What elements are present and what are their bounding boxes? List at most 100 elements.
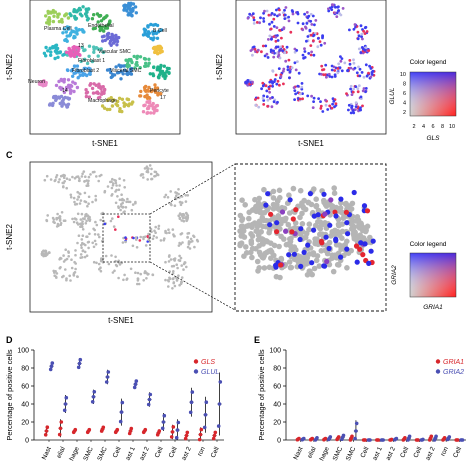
zoom-positive-cell xyxy=(323,234,329,240)
x-tick-label: ast 1 xyxy=(125,446,137,462)
cell-point xyxy=(79,253,83,256)
cluster-point xyxy=(133,5,138,9)
cell-point xyxy=(150,230,153,233)
cluster-point xyxy=(75,32,79,36)
expression-point xyxy=(321,110,325,113)
data-point xyxy=(202,425,207,430)
legend-c-ygene: GRIA2 xyxy=(391,265,398,285)
expression-point xyxy=(268,90,271,94)
cluster-point xyxy=(142,27,146,31)
cell-point xyxy=(57,224,60,227)
cluster-label: 14 xyxy=(62,88,68,94)
expression-point xyxy=(333,11,337,15)
cluster-point xyxy=(148,72,152,76)
expression-point xyxy=(252,18,256,22)
cell-point xyxy=(45,174,49,178)
expression-point xyxy=(287,19,291,23)
panel-a-tsne: Plasma Cell Endothelial B Cell Vascular SMC… xyxy=(5,0,181,148)
expression-point xyxy=(306,35,310,38)
cluster-point xyxy=(153,83,157,87)
cluster-point xyxy=(103,26,108,30)
cell-point xyxy=(75,221,79,225)
cluster-point xyxy=(96,54,100,58)
panel-b-xlabel: t-SNE1 xyxy=(298,139,324,148)
cell-point xyxy=(63,174,66,177)
expression-point xyxy=(330,75,334,79)
data-point xyxy=(434,434,438,439)
expression-point xyxy=(368,64,371,68)
cluster-point xyxy=(152,111,156,115)
cell-point xyxy=(122,236,125,240)
cluster-point xyxy=(69,13,73,18)
cell-point xyxy=(76,241,79,245)
cell-point xyxy=(82,170,86,173)
x-tick-label: ast 2 xyxy=(139,446,151,462)
cell-point xyxy=(87,246,90,250)
cluster-point xyxy=(68,88,73,92)
cell-point xyxy=(135,246,139,249)
cell-point xyxy=(185,211,188,215)
expression-point xyxy=(353,66,357,70)
cluster-point xyxy=(86,7,91,11)
cluster-point xyxy=(122,4,126,8)
cell-point xyxy=(124,236,127,239)
cell-point xyxy=(61,275,64,279)
data-point xyxy=(101,425,106,430)
cell-point xyxy=(138,239,142,242)
expression-point xyxy=(319,107,323,110)
cell-point xyxy=(178,201,182,204)
cell-point xyxy=(184,200,188,203)
x-tick-label: ast 2 xyxy=(424,446,436,462)
zoom-positive-cell xyxy=(298,226,304,232)
cell-point xyxy=(99,218,102,222)
zoom-cell xyxy=(270,188,277,195)
data-point xyxy=(45,425,50,430)
expression-point xyxy=(367,71,370,75)
data-point xyxy=(148,392,153,397)
cell-point xyxy=(110,194,113,197)
x-tick-label: Cell xyxy=(399,445,410,459)
zoom-cell xyxy=(355,217,362,223)
expression-point xyxy=(321,68,324,72)
data-point xyxy=(134,379,139,383)
data-point xyxy=(198,432,203,437)
cluster-point xyxy=(115,39,120,44)
cluster-point xyxy=(121,72,125,76)
cell-point xyxy=(156,173,160,177)
expression-point xyxy=(301,53,305,57)
zoom-positive-cell xyxy=(362,241,368,247)
expression-point xyxy=(278,83,281,87)
cluster-point xyxy=(149,22,153,27)
cell-point xyxy=(88,218,92,221)
cluster-point xyxy=(138,55,143,59)
expression-point xyxy=(287,15,290,19)
expression-point xyxy=(278,28,281,32)
data-point xyxy=(315,436,319,440)
cluster-point xyxy=(55,46,60,51)
expression-point xyxy=(347,103,351,107)
data-point xyxy=(77,361,82,366)
data-point xyxy=(183,436,188,441)
cluster-point xyxy=(44,54,48,58)
expression-point xyxy=(346,68,350,72)
cluster-point xyxy=(99,19,104,23)
y-tick-label: 20 xyxy=(273,420,281,427)
zoom-cell xyxy=(314,253,321,259)
expression-point xyxy=(309,12,313,16)
cell-point xyxy=(99,269,103,273)
cell-point xyxy=(180,276,184,279)
expression-point xyxy=(333,105,336,109)
cell-point xyxy=(187,240,191,243)
cell-point xyxy=(176,266,179,270)
cell-point xyxy=(92,260,96,264)
zoom-cell xyxy=(255,268,261,274)
zoom-cell xyxy=(276,243,282,250)
cell-point xyxy=(179,232,183,236)
cluster-point xyxy=(78,12,83,16)
panel-b-ylabel: t-SNE2 xyxy=(215,54,224,80)
expression-point xyxy=(261,96,265,100)
expression-point xyxy=(283,51,287,55)
expression-point xyxy=(287,58,291,62)
cluster-point xyxy=(87,44,92,48)
cluster-point xyxy=(81,5,85,9)
